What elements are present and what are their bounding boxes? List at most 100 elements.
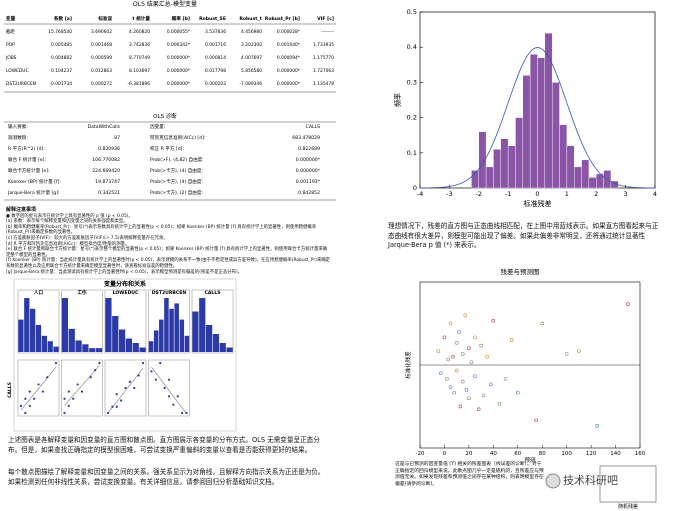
table-cell: 0.012863 [91,68,112,74]
x-axis-label: 标准残差 [524,199,552,208]
matrix-panel [104,359,147,417]
diagnostic-cell: 0.830936 [98,146,120,152]
matrix-hist-bar [212,334,220,352]
diagnostic-cell: 0.000000* [296,168,321,174]
matrix-point [67,390,70,393]
matrix-hist-bar [184,335,190,352]
table-cell: 3.690602 [91,29,112,35]
trend-line [20,366,57,411]
note-line: [c] 方差膨胀因子(VIF)：较大的方差膨胀因子(VIF)(> 7.5)表明解… [6,235,168,241]
note-line: [g] Jarque-Bera 统计量：当此测试具有统计学上的显著性时(p < … [6,269,243,275]
x-tick-label: -4 [417,190,423,198]
table-header: VIF [c] [317,16,334,22]
table-cell: 1.733935 [313,42,334,48]
residual-point [476,407,481,412]
residual-point [491,318,496,323]
table-cell: 8.770749 [129,55,150,61]
diagnostic-cell: Prob(>卡方), (4) 自由度: [150,178,203,185]
x-tick-label: 0 [535,190,539,198]
diagnostic-cell: 阿凯克信息准则(AICc) [d]: [150,134,206,141]
matrix-point [133,386,136,390]
y-axis-label: 频率 [393,93,402,107]
matrix-point [37,383,40,386]
matrix-point [72,397,75,400]
y-tick-label: 0.5 [407,8,417,16]
matrix-var-label: LOWEDUC [113,290,139,296]
table-cell: 0.000094* [277,55,301,61]
residual-point [436,349,441,354]
x-tick-label: 3 [624,190,628,198]
residual-point [458,404,463,409]
matrix-point [115,393,118,396]
residual-point [481,393,486,398]
residual-point [625,302,630,306]
diagnostic-cell: 0.822689 [298,146,320,152]
matrix-hist-bar [53,346,59,352]
histogram-bar [515,117,524,189]
matrix-point [167,378,171,381]
matrix-point [94,369,97,372]
diagnostic-cell: Prob(>卡方), (2) 自由度: [150,189,203,196]
matrix-point [76,383,79,386]
matrix-point [181,411,184,415]
matrix-hist-bar [205,325,213,352]
trend-line [151,366,187,415]
x-axis-label: 预测 [524,456,536,464]
note-line: [a] 系数：表示每个解释变量和因变量之间的关系强度和类型。 [6,219,128,225]
matrix-point [176,395,179,398]
matrix-point [120,399,123,402]
matrix-hist-bar [199,298,206,352]
table-cell: 0.000000* [167,68,191,74]
matrix-var-label: CALLS [204,290,220,296]
matrix-hist-bar [118,329,126,352]
matrix-point [41,390,44,393]
matrix-point [159,361,162,365]
histogram-bar [485,166,494,189]
random-residual-label: 随机残差 [618,503,638,510]
diagnostic-cell: 87 [114,135,120,141]
matrix-hist-bar [112,316,119,352]
table-cell: LOWEDUC [6,68,29,74]
watermark-icon [545,473,561,489]
note-line: [b] 概率和稳健概率(Robust_Pr)：星号(*)表示系数具有统计学上的显… [6,224,317,236]
residual-point [463,313,468,318]
summary-2: 每个散点图描绘了解释变量和因变量之间的关系。强关系显示为对角线，且解释方向指示关… [8,468,325,486]
notes-lines: ● 数字后的星号表示在统计学上具有显著性的 p 值 (p < 0.05)。 [a]… [6,214,331,276]
diagnostic-cell: 观测数目: [8,134,28,141]
table-cell: 0.000000* [277,81,301,87]
residual-point [457,329,461,334]
table-cell: 截距 [6,28,15,35]
histogram-bar [551,82,560,189]
diagnostic-cell: Prob(>卡方), (4) 自由度: [150,167,203,174]
matrix-hist-bar [68,328,75,352]
table-cell: 4.260820 [129,29,150,35]
table-header: Robust_Pr [b] [265,16,300,22]
matrix-point [128,380,131,383]
residual-point [515,390,520,395]
matrix-hist-bar [75,340,82,352]
trend-line [107,368,144,414]
table-header: t 统计量 [132,15,150,22]
matrix-panel [61,359,103,417]
matrix-hist-bar [219,343,226,352]
matrix-hist-bar [61,298,69,352]
diagnostics-title: OLS 诊断 [153,112,177,120]
diagnostic-cell: DataWithCalls [88,124,121,130]
note-line: [d] R 平方和阿凯克信息准则(AICc)：模型拟合度/性能的测量。 [6,241,130,247]
x-tick-label: 1 [565,190,569,198]
residual-point [489,382,493,387]
histogram-note: 理想情况下，残差的直方图与正态曲线相匹配，在上图中用蓝线表示。如果直方图看起来与… [388,222,659,249]
note-line: [e] 联合 F 统计量和联合卡方统计量：星号(*)表示整个模型的显著性(p <… [6,247,328,258]
residual-point [479,343,483,348]
diagnostic-cell: 输入要素: [8,123,28,130]
residual-point [473,335,477,340]
residual-caption: 这是与已预测的因变量值 (Y) 相关的残差图表（线误差的诊断）。对于正确指定的回… [395,462,544,487]
table-cell: 5.856580 [241,68,262,74]
table-cell: 15.768540 [48,29,72,35]
matrix-title: 变量分布和关系 [104,280,146,288]
x-tick-label: -3 [446,190,452,198]
matrix-point [137,374,140,377]
table-cell: 0.004882 [51,55,72,61]
